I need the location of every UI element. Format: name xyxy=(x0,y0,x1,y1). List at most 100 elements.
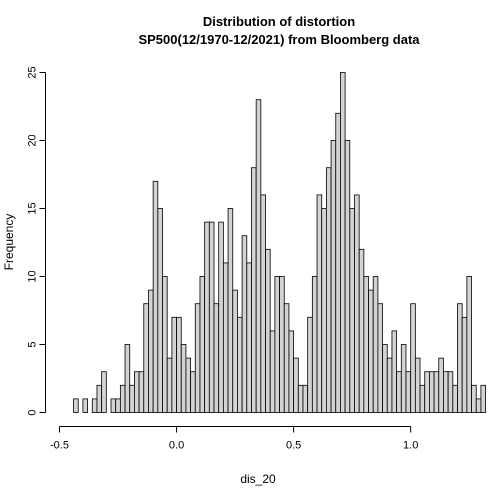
histogram-bar xyxy=(424,371,430,413)
histogram-bar xyxy=(260,194,266,413)
x-axis: -0.5 0.0 0.5 1.0 xyxy=(50,426,418,452)
histogram-bar xyxy=(283,303,290,413)
histogram-bar xyxy=(171,316,177,413)
histogram-bar xyxy=(274,276,280,413)
histogram-bar xyxy=(377,303,383,413)
histogram-bar xyxy=(368,289,374,413)
chart-subtitle: SP500(12/1970-12/2021) from Bloomberg da… xyxy=(138,32,420,47)
histogram-bar xyxy=(330,140,337,413)
histogram-bar xyxy=(162,276,168,413)
histogram-bar xyxy=(208,221,215,413)
histogram-bar xyxy=(119,384,126,413)
y-axis-label: Frequency xyxy=(2,214,16,271)
histogram-bar xyxy=(251,167,257,413)
histogram-bars xyxy=(73,72,486,413)
histogram-bar xyxy=(443,371,449,413)
histogram-bar xyxy=(419,384,426,413)
histogram-bar xyxy=(358,248,365,413)
histogram-bar xyxy=(194,303,201,413)
histogram-bar xyxy=(115,398,121,413)
y-tick-label: 10 xyxy=(27,270,39,282)
histogram-bar xyxy=(400,344,407,413)
y-tick-label: 15 xyxy=(27,202,39,214)
histogram-bar xyxy=(237,316,243,413)
histogram-bar xyxy=(82,398,88,413)
histogram-bar xyxy=(340,72,346,413)
histogram-bar xyxy=(265,248,271,413)
histogram-bar xyxy=(414,357,421,413)
chart-title: Distribution of distortion xyxy=(203,14,355,29)
histogram-bar xyxy=(457,303,463,413)
histogram-bar xyxy=(410,303,416,413)
histogram-bar xyxy=(297,384,304,413)
histogram-bar xyxy=(391,330,398,413)
histogram-bar xyxy=(429,371,435,413)
histogram-bar xyxy=(372,276,379,413)
histogram-bar xyxy=(466,276,472,413)
histogram-bar xyxy=(255,99,262,413)
y-tick-label: 20 xyxy=(27,134,39,146)
histogram-bar xyxy=(475,398,482,413)
histogram-bar xyxy=(176,316,182,413)
histogram-bar xyxy=(269,330,276,413)
y-axis: 0 5 10 15 20 25 xyxy=(27,66,46,416)
histogram-bar xyxy=(302,384,309,413)
histogram-bar xyxy=(354,194,360,413)
histogram-bar xyxy=(386,357,393,413)
histogram-bar xyxy=(461,316,468,413)
histogram-bar xyxy=(307,316,313,413)
histogram-bar xyxy=(204,221,210,413)
histogram-bar xyxy=(480,384,486,413)
histogram-bar xyxy=(96,384,103,413)
histogram-bar xyxy=(311,276,318,413)
histogram-bar xyxy=(143,303,149,413)
y-tick-label: 0 xyxy=(27,409,39,415)
histogram-bar xyxy=(138,371,145,413)
histogram-bar xyxy=(246,262,252,413)
x-tick-label: -0.5 xyxy=(50,440,69,452)
y-tick-label: 5 xyxy=(27,341,39,347)
histogram-bar xyxy=(349,208,355,413)
histogram-bar xyxy=(101,371,107,413)
x-tick-label: 0.0 xyxy=(169,440,184,452)
histogram-bar xyxy=(110,398,117,413)
histogram-bar xyxy=(293,357,299,413)
histogram-bar xyxy=(166,357,173,413)
histogram-bar xyxy=(91,398,98,413)
histogram-bar xyxy=(363,276,369,413)
histogram-bar xyxy=(227,208,234,413)
histogram-bar xyxy=(148,289,154,413)
histogram-bar xyxy=(279,276,285,413)
x-tick-label: 1.0 xyxy=(403,440,418,452)
histogram-bar xyxy=(190,371,196,413)
histogram-bar xyxy=(232,289,238,413)
histogram-bar xyxy=(124,344,131,413)
histogram-bar xyxy=(213,303,220,413)
x-tick-label: 0.5 xyxy=(286,440,301,452)
histogram-bar xyxy=(438,357,444,413)
histogram-bar xyxy=(447,371,454,413)
histogram-bar xyxy=(433,371,440,413)
histogram-bar xyxy=(382,344,388,413)
histogram-bar xyxy=(288,330,295,413)
histogram-bar xyxy=(241,235,248,413)
histogram-bar xyxy=(218,221,224,413)
histogram-bar xyxy=(73,398,79,413)
histogram-bar xyxy=(222,262,229,413)
y-tick-label: 25 xyxy=(27,66,39,78)
histogram-bar xyxy=(180,344,187,413)
histogram-bar xyxy=(185,357,191,413)
histogram-bar xyxy=(452,384,458,413)
histogram-bar xyxy=(335,112,341,413)
histogram-bar xyxy=(199,276,206,413)
histogram-bar xyxy=(152,180,159,413)
histogram-bar xyxy=(325,167,332,413)
histogram-bar xyxy=(405,371,412,413)
histogram-bar xyxy=(157,208,163,413)
histogram-bar xyxy=(134,371,140,413)
histogram-bar xyxy=(321,208,327,413)
histogram-bar xyxy=(316,194,323,413)
histogram-bar xyxy=(396,371,402,413)
histogram-bar xyxy=(344,140,351,413)
